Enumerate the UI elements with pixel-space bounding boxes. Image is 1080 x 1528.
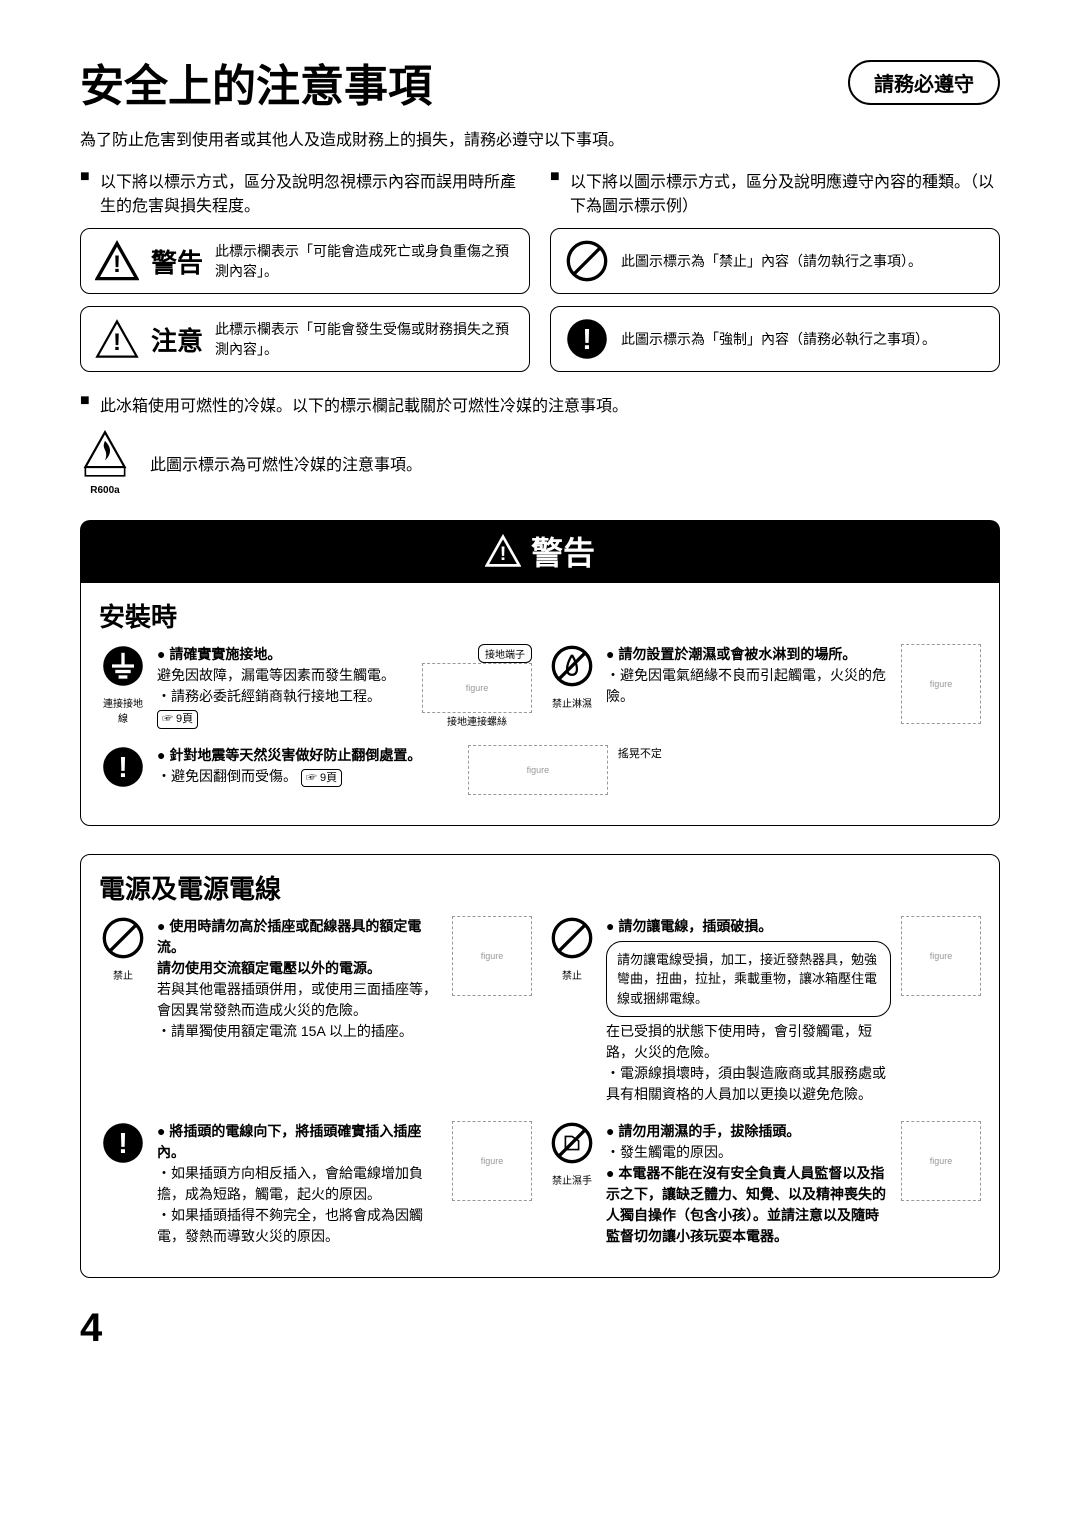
legend-caution-label: 注意 [151,321,203,358]
flammable-label: R600a [80,485,130,496]
power-plug-insert-content: 將插頭的電線向下，將插頭確實插入插座內。 如果插頭方向相反插入，會給電線增加負擔… [157,1121,442,1247]
legend-warning: ! 警告 此標示欄表示「可能會造成死亡或身負重傷之預測內容」。 [80,228,530,294]
legend-mandatory: ! 此圖示標示為「強制」內容（請務必執行之事項）。 [550,306,1000,372]
mandatory-icon: ! [565,317,609,361]
install-earthquake-figure: figure [468,745,608,795]
mandatory-symbol: ! [99,745,147,795]
install-row-2: ! 針對地震等天然災害做好防止翻倒處置。 避免因翻倒而受傷。 ☞ 9頁 figu… [99,745,981,795]
warning-triangle-icon: ! [95,239,139,283]
lead-left: ■以下將以標示方式，區分及說明忽視標示內容而誤用時所產生的危害與損失程度。 [80,168,530,216]
legend-row-1: ! 警告 此標示欄表示「可能會造成死亡或身負重傷之預測內容」。 此圖示標示為「禁… [80,228,1000,294]
install-ground: 連接接地線 請確實實施接地。 避免因故障，漏電等因素而發生觸電。 請務必委託經銷… [99,644,532,729]
legend-prohibit-desc: 此圖示標示為「禁止」內容（請勿執行之事項）。 [621,251,985,271]
power-cord-damage-figure: figure [901,916,981,996]
prohibit-symbol: 禁止 [99,916,147,1106]
install-nowet-figure: figure [901,644,981,724]
refrigerant-legend: R600a 此圖示標示為可燃性冷媒的注意事項。 [80,430,1000,496]
svg-text:!: ! [113,329,121,356]
lead-columns: ■以下將以標示方式，區分及說明忽視標示內容而誤用時所產生的危害與損失程度。 ■以… [80,168,1000,216]
svg-text:!: ! [582,324,592,356]
nowet-symbol: 禁止淋濕 [548,644,596,729]
legend-warning-label: 警告 [151,243,203,280]
power-row-2: ! 將插頭的電線向下，將插頭確實插入插座內。 如果插頭方向相反插入，會給電線增加… [99,1121,981,1247]
flammable-desc: 此圖示標示為可燃性冷媒的注意事項。 [150,451,422,475]
svg-text:!: ! [500,543,507,565]
mandatory-symbol-2: ! [99,1121,147,1247]
flammable-icon: R600a [80,430,130,496]
legend-warning-desc: 此標示欄表示「可能會造成死亡或身負重傷之預測內容」。 [215,241,515,281]
power-wet-hand-content: 請勿用潮濕的手，拔除插頭。 發生觸電的原因。 本電器不能在沒有安全負責人員監督以… [606,1121,891,1247]
page-number: 4 [80,1306,1000,1351]
prohibit-icon [565,239,609,283]
install-row-1: 連接接地線 請確實實施接地。 避免因故障，漏電等因素而發生觸電。 請務必委託經銷… [99,644,981,729]
legend-row-2: ! 注意 此標示欄表示「可能會發生受傷或財務損失之預測內容」。 ! 此圖示標示為… [80,306,1000,372]
install-nowet-content: 請勿設置於潮濕或會被水淋到的場所。 避免因電氣絕緣不良而引起觸電，火災的危險。 [606,644,891,729]
compliance-badge: 請務必遵守 [848,60,1000,105]
lead-right: ■以下將以圖示標示方式，區分及說明應遵守內容的種類。（以下為圖示標示例） [550,168,1000,216]
section-power: 電源及電源電線 禁止 使用時請勿高於插座或配線器具的額定電流。 請勿使用交流額定… [80,854,1000,1279]
svg-text:!: ! [118,1128,128,1160]
svg-text:!: ! [113,251,121,278]
power-rating-figure: figure [452,916,532,996]
section-install: 安裝時 連接接地線 請確實實施接地。 避免因故障，漏電等因素而發生觸電。 請務必… [80,582,1000,826]
refrigerant-note: ■此冰箱使用可燃性的冷媒。以下的標示欄記載關於可燃性冷媒的注意事項。 [80,392,1000,416]
legend-prohibit: 此圖示標示為「禁止」內容（請勿執行之事項）。 [550,228,1000,294]
power-wet-hand: 禁止濕手 請勿用潮濕的手，拔除插頭。 發生觸電的原因。 本電器不能在沒有安全負責… [548,1121,981,1247]
page-header: 安全上的注意事項 請務必遵守 [80,50,1000,114]
power-wet-hand-figure: figure [901,1121,981,1201]
install-nowet: 禁止淋濕 請勿設置於潮濕或會被水淋到的場所。 避免因電氣絕緣不良而引起觸電，火災… [548,644,981,729]
page-title: 安全上的注意事項 [80,50,432,114]
power-rating: 禁止 使用時請勿高於插座或配線器具的額定電流。 請勿使用交流額定電壓以外的電源。… [99,916,532,1106]
power-plug-insert: ! 將插頭的電線向下，將插頭確實插入插座內。 如果插頭方向相反插入，會給電線增加… [99,1121,532,1247]
wet-hand-symbol: 禁止濕手 [548,1121,596,1247]
intro-text: 為了防止危害到使用者或其他人及造成財務上的損失，請務必遵守以下事項。 [80,126,1000,150]
section-install-title: 安裝時 [99,597,981,634]
section-power-title: 電源及電源電線 [99,869,981,906]
legend-mandatory-desc: 此圖示標示為「強制」內容（請務必執行之事項）。 [621,329,985,349]
warning-banner-icon: ! [485,533,521,569]
legend-caution: ! 注意 此標示欄表示「可能會發生受傷或財務損失之預測內容」。 [80,306,530,372]
install-earthquake-content: 針對地震等天然災害做好防止翻倒處置。 避免因翻倒而受傷。 ☞ 9頁 [157,745,458,795]
install-ground-content: 請確實實施接地。 避免因故障，漏電等因素而發生觸電。 請務必委託經銷商執行接地工… [157,644,412,729]
legend-caution-desc: 此標示欄表示「可能會發生受傷或財務損失之預測內容」。 [215,319,515,359]
power-plug-insert-figure: figure [452,1121,532,1201]
svg-text:!: ! [118,751,128,783]
power-cord-damage-content: 請勿讓電線，插頭破損。 請勿讓電線受損，加工，接近發熱器具，勉強彎曲，扭曲，拉扯… [606,916,891,1106]
install-earthquake: ! 針對地震等天然災害做好防止翻倒處置。 避免因翻倒而受傷。 ☞ 9頁 figu… [99,745,662,795]
warning-banner: ! 警告 [80,520,1000,582]
ground-symbol: 連接接地線 [99,644,147,729]
install-ground-figure: 接地端子 figure 接地連接螺絲 [422,644,532,729]
power-cord-damage: 禁止 請勿讓電線，插頭破損。 請勿讓電線受損，加工，接近發熱器具，勉強彎曲，扭曲… [548,916,981,1106]
power-row-1: 禁止 使用時請勿高於插座或配線器具的額定電流。 請勿使用交流額定電壓以外的電源。… [99,916,981,1106]
caution-triangle-icon: ! [95,317,139,361]
prohibit-symbol-2: 禁止 [548,916,596,1106]
power-rating-content: 使用時請勿高於插座或配線器具的額定電流。 請勿使用交流額定電壓以外的電源。 若與… [157,916,442,1106]
